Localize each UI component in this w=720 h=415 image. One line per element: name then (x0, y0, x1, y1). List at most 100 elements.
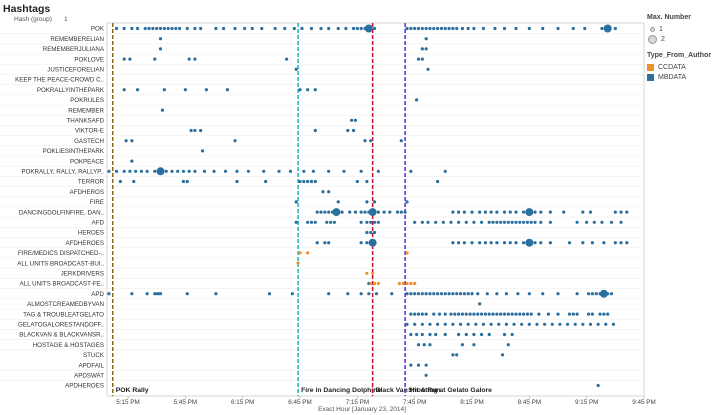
mbdata-point (600, 26, 604, 31)
mbdata-point (432, 292, 436, 296)
mbdata-point (512, 322, 516, 326)
mbdata-point (443, 312, 447, 316)
mbdata-point (495, 210, 499, 214)
mbdata-point (403, 210, 407, 214)
mbdata-point (571, 26, 575, 31)
mbdata-point (306, 220, 310, 224)
mbdata-point (443, 169, 447, 173)
mbdata-point (541, 26, 545, 31)
mbdata-point (223, 169, 228, 173)
mbdata-point (543, 322, 547, 326)
mbdata-point (487, 312, 491, 316)
x-tick-label: 8:45 PM (518, 399, 541, 406)
mbdata-point (355, 26, 359, 31)
color-legend-item-mbdata: MBDATA (647, 72, 719, 82)
mbdata-point (306, 88, 310, 92)
mbdata-point (367, 292, 371, 296)
mbdata-point (437, 312, 442, 316)
mbdata-point (420, 322, 424, 326)
mbdata-point (313, 179, 317, 184)
mbdata-point (436, 26, 440, 31)
mbdata-point (158, 37, 163, 41)
mbdata-point (478, 302, 482, 306)
size-legend-item: 1 (647, 24, 719, 34)
mbdata-point (395, 210, 400, 214)
mbdata-point (451, 241, 455, 245)
size-2-marker (648, 34, 657, 44)
mbdata-point (499, 220, 503, 224)
mbdata-point (364, 24, 373, 33)
mbdata-point (476, 312, 480, 316)
mbdata-point (455, 353, 459, 357)
mbdata-point (350, 118, 354, 122)
mbdata-point (128, 169, 132, 173)
mbdata-point (483, 312, 487, 316)
mbdata-point (351, 26, 356, 31)
mbdata-point (470, 292, 474, 296)
ccdata-point (372, 281, 377, 286)
mbdata-point (455, 26, 459, 31)
mbdata-point (495, 292, 499, 296)
mbdata-point (481, 26, 486, 31)
mbdata-point (481, 322, 486, 326)
mbdata-point (478, 241, 482, 245)
mbdata-point (250, 26, 254, 31)
mbdata-point (508, 210, 512, 214)
mbdata-point (413, 220, 417, 224)
mbdata-point (399, 139, 403, 143)
mbdata-point (458, 322, 463, 326)
mbdata-point (476, 292, 480, 296)
mbdata-point (405, 200, 409, 204)
x-axis-ticks: 5:15 PM 5:45 PM 6:15 PM 6:45 PM 7:15 PM 7:45 … (116, 396, 656, 406)
mbdata-point (414, 98, 419, 102)
mbdata-point (420, 292, 424, 296)
mbdata-point (294, 67, 298, 71)
mbdata-point (504, 322, 509, 326)
mbdata-point (424, 312, 428, 316)
mbdata-point (151, 26, 155, 31)
data-points (107, 24, 629, 388)
mbdata-point (460, 26, 465, 31)
mbdata-point (504, 292, 509, 296)
ccdata-point (401, 281, 405, 286)
mbdata-point (292, 26, 296, 31)
mbdata-point (302, 169, 306, 173)
mbdata-point (491, 220, 495, 224)
mbdata-point (604, 322, 608, 326)
ccdata-point (298, 251, 302, 255)
size-legend-label: 1 (659, 25, 663, 33)
mbdata-point (153, 169, 157, 173)
mbdata-point (514, 26, 518, 31)
mbdata-point (124, 139, 128, 143)
mbdata-point (336, 200, 340, 204)
mbdata-point (613, 241, 617, 245)
mbdata-point (193, 169, 197, 173)
mbdata-point (158, 47, 163, 51)
mbdata-point (283, 26, 287, 31)
mbdata-point (416, 57, 421, 61)
mbdata-point (298, 179, 302, 184)
row-label: FIRE (90, 199, 104, 206)
mbdata-point (107, 169, 111, 173)
size-legend-item: 2 (647, 34, 719, 44)
mbdata-point (309, 179, 314, 184)
mbdata-point (522, 312, 526, 316)
mbdata-point (483, 210, 487, 214)
mbdata-point (390, 292, 394, 296)
mbdata-point (327, 241, 331, 245)
mbdata-point (130, 159, 134, 163)
mbdata-point (372, 230, 377, 235)
ccdata-point (369, 281, 373, 286)
mbdata-point (363, 139, 367, 143)
row-label: GASTECH (74, 138, 104, 145)
mbdata-point (457, 210, 461, 214)
mbdata-point (451, 353, 455, 357)
mbdata-point (462, 292, 466, 296)
x-tick-label: 6:15 PM (231, 399, 254, 406)
mbdata-point (474, 322, 478, 326)
mbdata-point (359, 220, 363, 224)
mbdata-point (145, 169, 149, 173)
mbdata-point (346, 128, 350, 133)
mbdata-point (344, 26, 348, 31)
mbdata-point (128, 57, 132, 61)
